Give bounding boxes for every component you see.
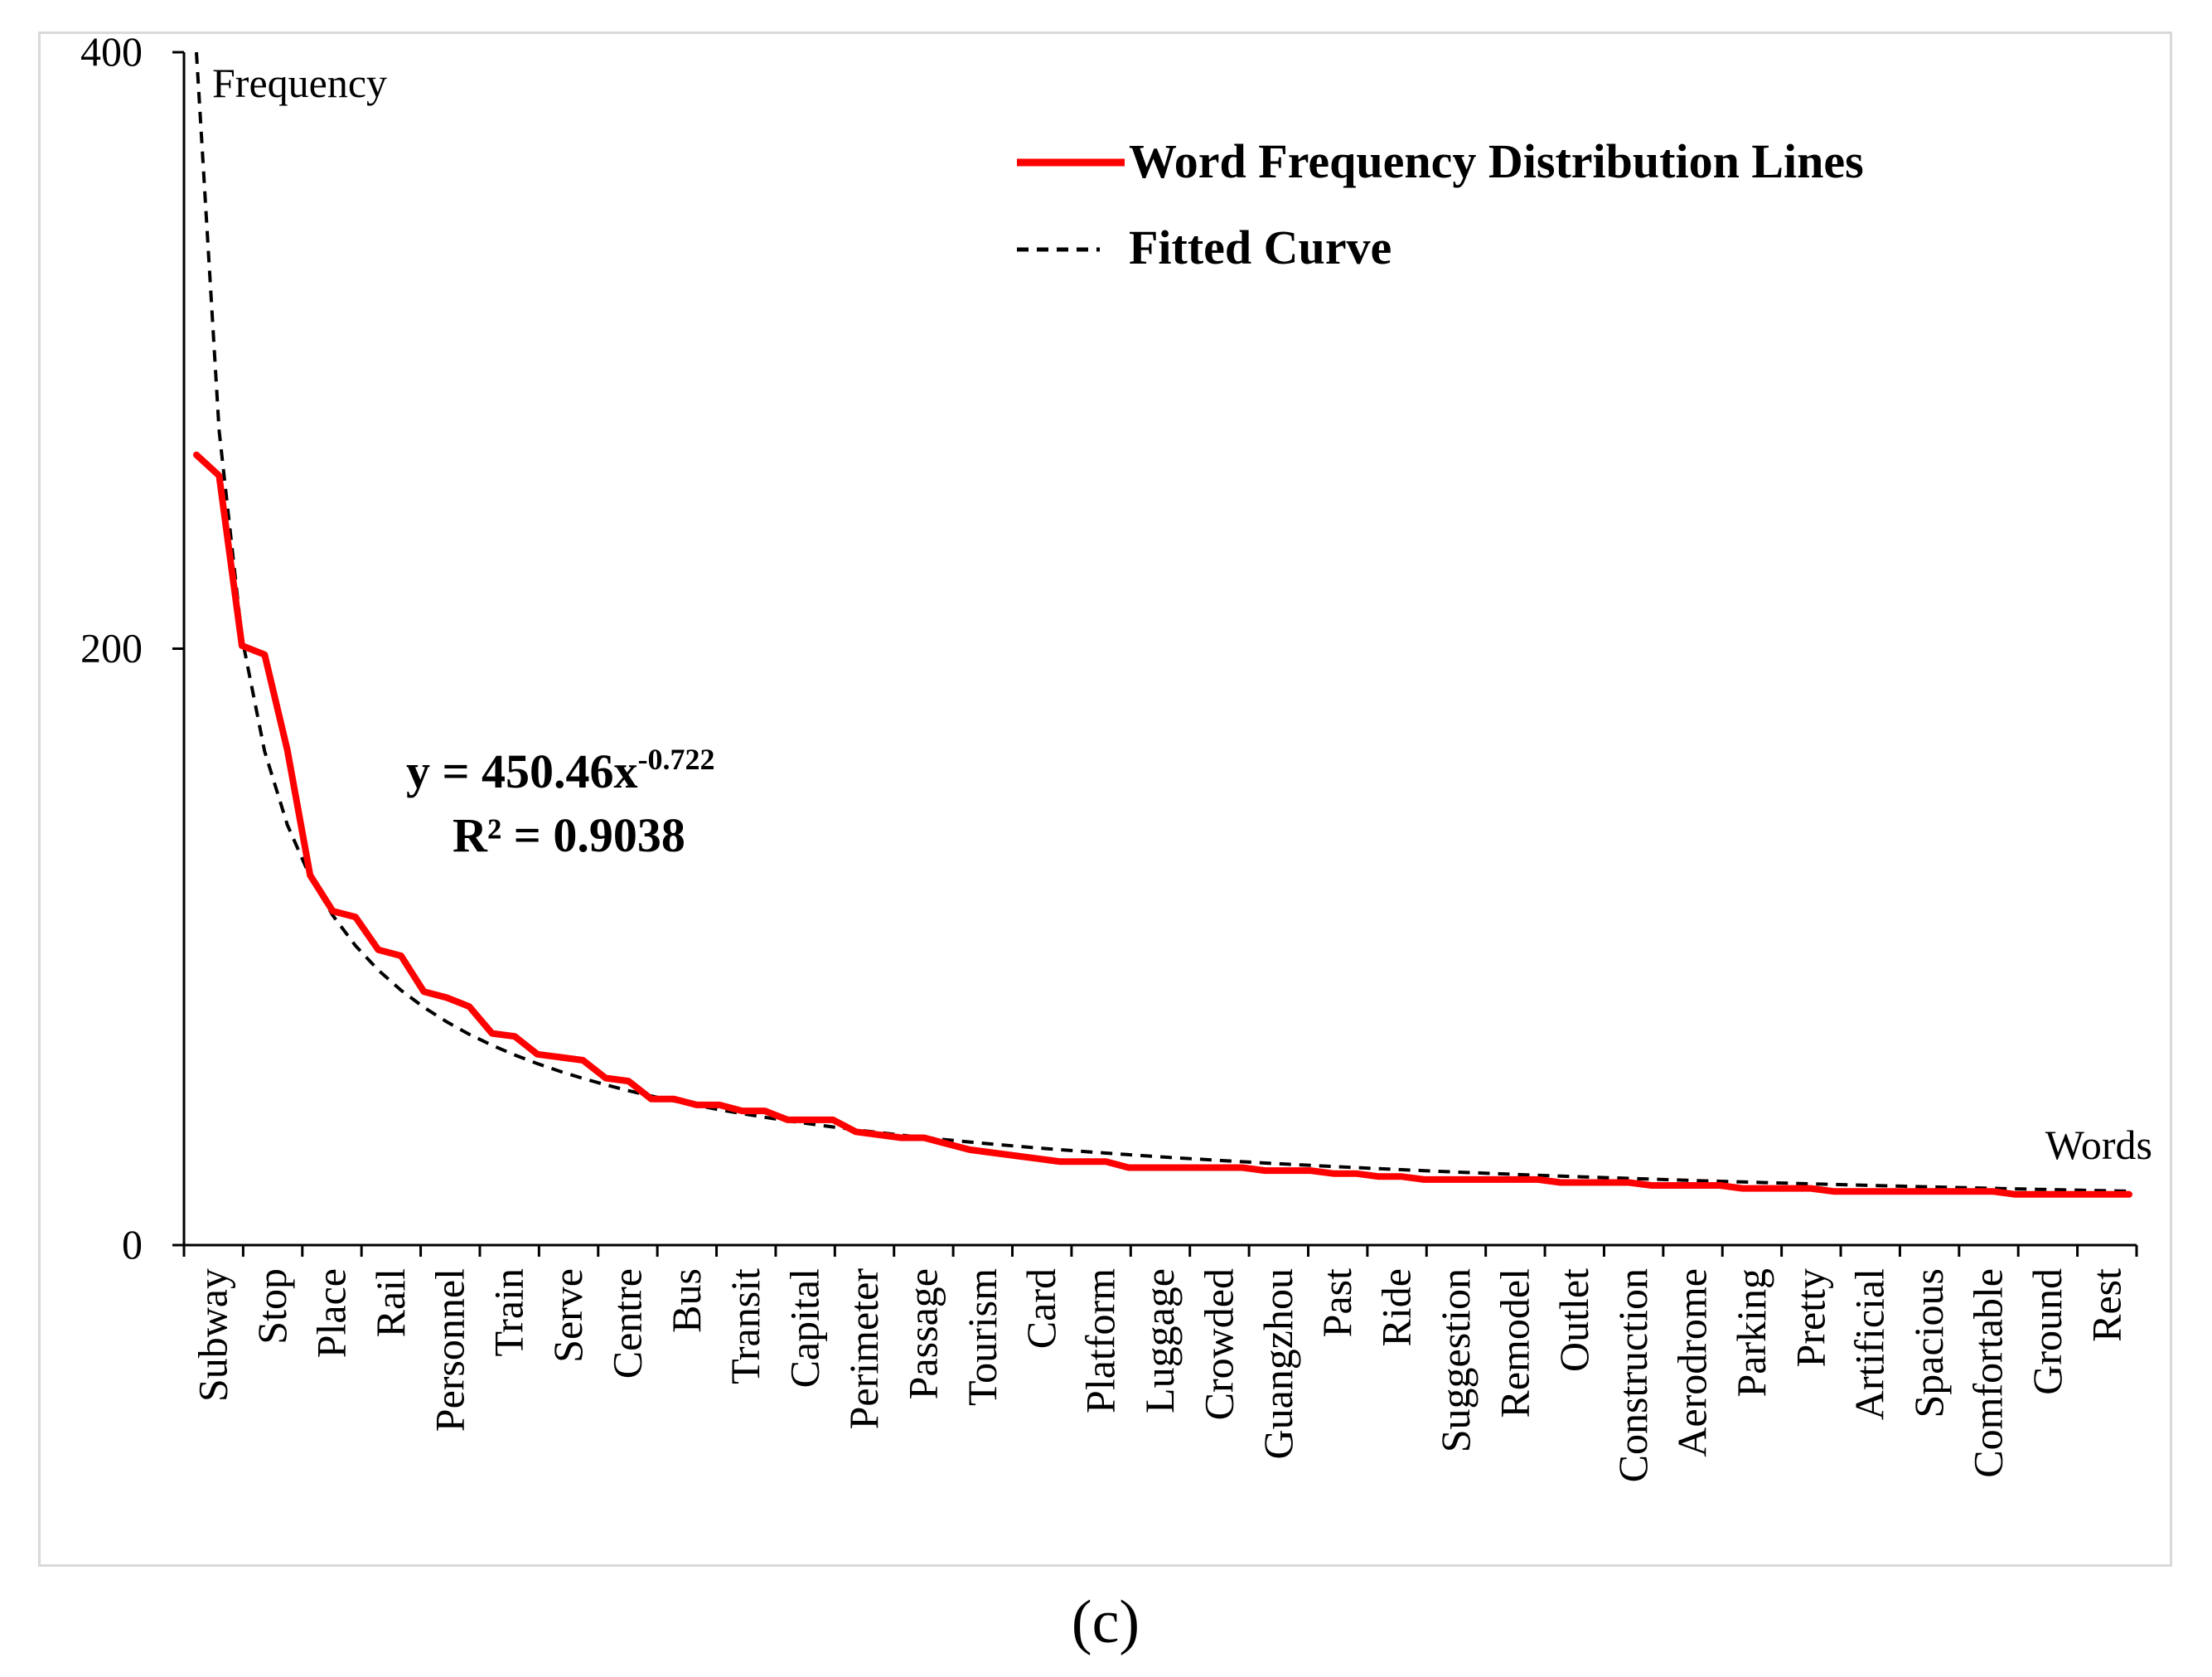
x-tick-label: Parking <box>1728 1268 1774 1398</box>
category-labels: Subway Stop Place Rail Personnel Train Serve Ce… <box>190 1268 2130 1483</box>
equation-exponent: -0.722 <box>638 743 715 776</box>
x-tick-label: Construction <box>1609 1268 1656 1482</box>
equation-annotation: y = 450.46x-0.722 R² = 0.9038 <box>406 743 715 862</box>
x-tick-label: Guangzhou <box>1255 1268 1301 1460</box>
x-tick-label: Centre <box>603 1268 650 1379</box>
figure-caption: (c) <box>1072 1588 1140 1656</box>
x-tick-label: Rest <box>2083 1268 2129 1342</box>
chart-frame <box>38 32 2172 1567</box>
x-tick-label: Crowded <box>1195 1268 1242 1420</box>
axes: 0 200 400 <box>80 28 2138 1267</box>
x-tick-label: Perimeter <box>840 1268 887 1430</box>
equation-text: y = 450.46x-0.722 <box>406 743 715 798</box>
fitted-curve-line <box>195 51 2130 1193</box>
x-tick-label: Outlet <box>1551 1268 1597 1372</box>
x-tick-label: Capital <box>782 1268 828 1388</box>
x-tick-label: Ride <box>1373 1268 1420 1346</box>
x-tick-label: Tourism <box>959 1268 1005 1406</box>
x-tick-label: Stop <box>249 1268 295 1345</box>
x-tick-label: Comfortable <box>1965 1268 2011 1478</box>
series-layer <box>193 51 2132 1198</box>
equation-base: y = 450.46x <box>406 744 638 798</box>
x-tick-label: Spacious <box>1905 1268 1952 1418</box>
x-tick-label: Card <box>1018 1268 1064 1349</box>
x-tick-label: Luggage <box>1136 1268 1183 1413</box>
legend-label-distribution: Word Frequency Distribution Lines <box>1129 134 1864 188</box>
y-tick-label: 0 <box>122 1221 143 1267</box>
x-tick-label: Remodel <box>1491 1268 1537 1418</box>
x-tick-label: Passage <box>899 1268 946 1399</box>
x-tick-label: Past <box>1314 1268 1360 1337</box>
y-tick-label: 400 <box>80 28 143 75</box>
x-tick-label: Pretty <box>1787 1268 1833 1367</box>
legend-label-fitted: Fitted Curve <box>1129 221 1392 274</box>
x-tick-label: Suggestion <box>1432 1268 1479 1452</box>
r-squared-text: R² = 0.9038 <box>453 808 685 862</box>
x-tick-label: Artificial <box>1847 1268 1893 1420</box>
x-tick-label: Bus <box>663 1268 709 1333</box>
x-tick-label: Personnel <box>426 1268 472 1432</box>
x-tick-label: Transit <box>722 1268 768 1384</box>
x-tick-label: Platform <box>1077 1268 1124 1413</box>
x-tick-label: Place <box>307 1268 354 1358</box>
x-tick-label: Subway <box>190 1268 236 1402</box>
legend: Word Frequency Distribution Lines Fitted… <box>1017 134 1864 274</box>
x-tick-label: Train <box>486 1268 532 1357</box>
x-tick-label: Aerodrome <box>1669 1268 1716 1457</box>
y-axis-title: Frequency <box>212 60 387 106</box>
x-tick-label: Rail <box>367 1268 414 1337</box>
x-tick-label: Serve <box>545 1268 591 1363</box>
x-axis-title: Words <box>2045 1122 2152 1168</box>
y-tick-label: 200 <box>80 625 143 671</box>
word-frequency-line <box>193 451 2132 1198</box>
x-tick-label: Ground <box>2024 1268 2070 1395</box>
